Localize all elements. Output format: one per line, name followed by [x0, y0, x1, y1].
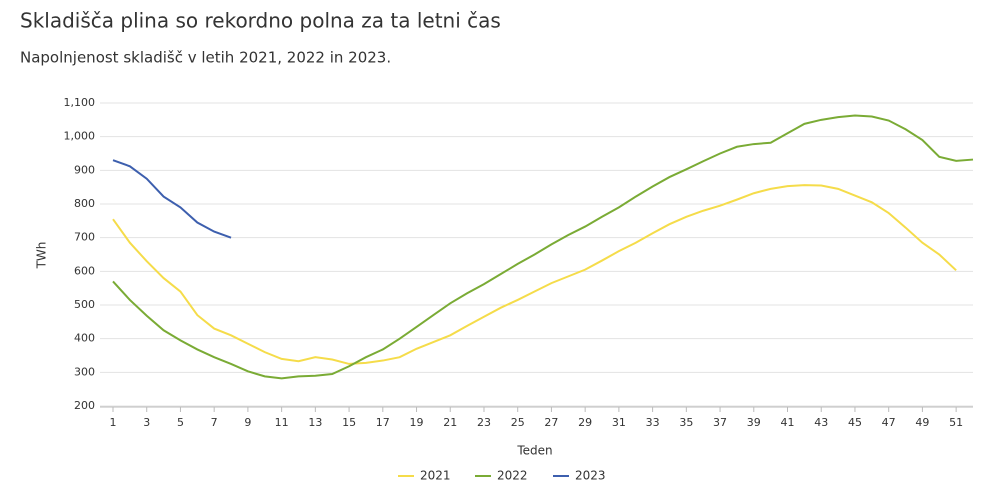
y-tick-label: 600	[74, 264, 95, 277]
y-axis-label: TWh	[35, 242, 49, 270]
x-tick-label: 17	[376, 416, 390, 429]
legend-label: 2023	[575, 469, 606, 483]
x-tick-label: 23	[477, 416, 491, 429]
x-tick-label: 25	[511, 416, 525, 429]
x-tick-label: 39	[747, 416, 761, 429]
y-tick-label: 1,000	[64, 130, 96, 143]
x-tick-label: 41	[781, 416, 795, 429]
y-tick-label: 400	[74, 332, 95, 345]
legend-label: 2022	[497, 469, 528, 483]
x-tick-label: 35	[679, 416, 693, 429]
y-tick-label: 200	[74, 399, 95, 412]
legend-label: 2021	[420, 469, 451, 483]
x-tick-label: 1	[110, 416, 117, 429]
y-tick-label: 800	[74, 197, 95, 210]
series-line	[112, 184, 957, 365]
x-tick-label: 19	[410, 416, 424, 429]
x-tick-label: 49	[915, 416, 929, 429]
x-axis-label: Teden	[516, 444, 552, 458]
x-tick-label: 15	[342, 416, 356, 429]
x-tick-label: 9	[244, 416, 251, 429]
x-tick-label: 45	[848, 416, 862, 429]
y-tick-label: 700	[74, 231, 95, 244]
x-tick-label: 27	[544, 416, 558, 429]
x-tick-label: 7	[211, 416, 218, 429]
series-line	[112, 159, 232, 239]
x-tick-label: 13	[308, 416, 322, 429]
x-tick-label: 47	[882, 416, 896, 429]
x-tick-label: 11	[275, 416, 289, 429]
x-tick-label: 33	[646, 416, 660, 429]
x-tick-label: 21	[443, 416, 457, 429]
y-tick-label: 500	[74, 298, 95, 311]
y-tick-label: 900	[74, 163, 95, 176]
x-tick-label: 5	[177, 416, 184, 429]
series-line	[112, 114, 974, 380]
x-tick-label: 3	[143, 416, 150, 429]
y-tick-label: 1,100	[64, 96, 96, 109]
chart-title: Skladišča plina so rekordno polna za ta …	[20, 9, 501, 33]
x-tick-label: 31	[612, 416, 626, 429]
x-tick-label: 43	[814, 416, 828, 429]
x-tick-label: 37	[713, 416, 727, 429]
y-tick-label: 300	[74, 365, 95, 378]
x-tick-label: 29	[578, 416, 592, 429]
chart-subtitle: Napolnjenost skladišč v letih 2021, 2022…	[20, 49, 391, 67]
x-tick-label: 51	[949, 416, 963, 429]
